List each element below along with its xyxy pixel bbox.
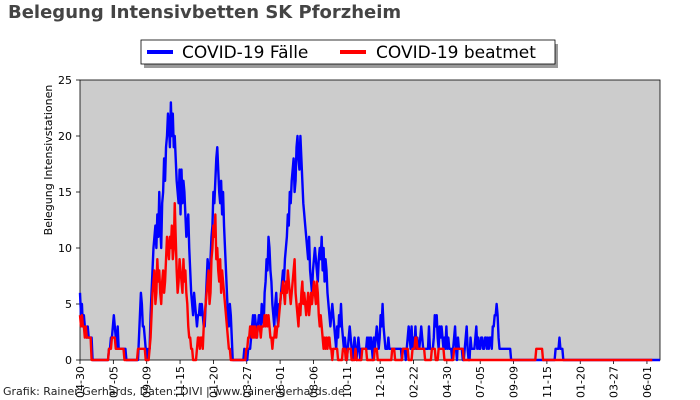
- x-tick-label: 01-20: [574, 366, 587, 398]
- legend-label-cases: COVID-19 Fälle: [182, 43, 308, 63]
- plot-area: [79, 79, 661, 361]
- x-tick-label: 07-05: [107, 366, 120, 398]
- x-tick-label: 11-15: [541, 366, 554, 398]
- credit-text: Grafik: Rainer Gerhards, Daten: DIVI | w…: [3, 385, 345, 398]
- legend: COVID-19 Fälle COVID-19 beatmet: [140, 39, 558, 68]
- x-tick-label: 08-06: [307, 366, 320, 398]
- x-tick-label: 03-27: [608, 366, 621, 398]
- y-tick-label: 15: [58, 186, 72, 199]
- series-line-ventilated: [78, 201, 653, 362]
- x-tick-label: 06-01: [641, 366, 654, 398]
- x-tick-label: 10-11: [341, 366, 354, 398]
- x-tick-label: 09-09: [508, 366, 521, 398]
- x-tick-label: 06-01: [274, 366, 287, 398]
- x-tick-label: 11-15: [174, 366, 187, 398]
- x-tick-label: 07-05: [474, 366, 487, 398]
- x-tick-label: 04-30: [74, 366, 87, 398]
- y-tick-label: 0: [65, 354, 72, 367]
- x-tick-label: 12-16: [374, 366, 387, 398]
- y-tick-label: 20: [58, 130, 72, 143]
- x-axis: 04-30 07-05 09-09 11-15 01-20 03-27 06-01 08-06…: [74, 360, 654, 398]
- series-lines: [78, 101, 661, 362]
- x-tick-label: 01-20: [207, 366, 220, 398]
- x-tick-label: 04-30: [441, 366, 454, 398]
- legend-label-ventilated: COVID-19 beatmet: [376, 43, 536, 63]
- y-axis: 0 5 10 15 20 25: [58, 74, 80, 367]
- x-tick-label: 02-22: [408, 366, 421, 398]
- y-axis-label: Belegung Intensivstationen: [42, 85, 55, 236]
- y-tick-label: 25: [58, 74, 72, 87]
- x-tick-label: 09-09: [141, 366, 154, 398]
- chart-title: Belegung Intensivbetten SK Pforzheim: [8, 2, 402, 23]
- y-tick-label: 10: [58, 242, 72, 255]
- y-tick-label: 5: [65, 298, 72, 311]
- x-tick-label: 03-27: [241, 366, 254, 398]
